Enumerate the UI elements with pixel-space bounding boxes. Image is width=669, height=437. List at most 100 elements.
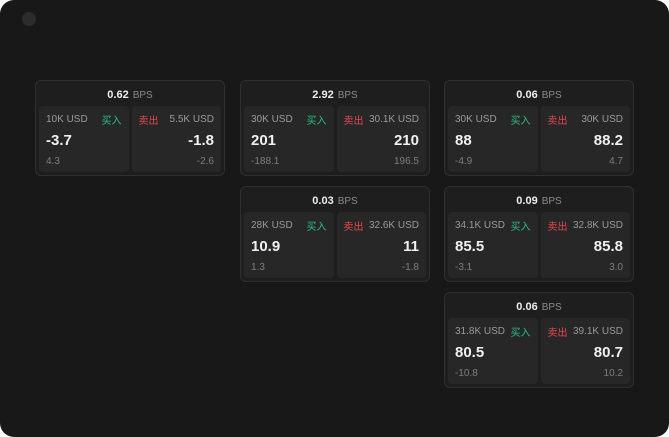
quote-panels: 28K USD 买入 10.9 1.3 卖出 32.6K USD 11 -1.8	[244, 212, 426, 278]
buy-panel: 28K USD 买入 10.9 1.3	[244, 212, 334, 278]
sell-price: 11	[403, 238, 419, 255]
sell-panel: 卖出 32.8K USD 85.8 3.0	[540, 212, 630, 278]
sell-price: 80.7	[593, 344, 623, 361]
buy-top-row: 28K USD 买入	[251, 218, 327, 233]
bps-label: BPS	[541, 196, 562, 207]
sell-price: -1.8	[188, 132, 214, 149]
spread-value: 0.06	[516, 89, 538, 101]
buy-panel: 34.1K USD 买入 85.5 -3.1	[448, 212, 538, 278]
quote-panels: 30K USD 买入 88 -4.9 卖出 30K USD 88.2 4.7	[448, 106, 630, 172]
sell-button[interactable]: 卖出	[547, 328, 568, 339]
card-header: 0.03 BPS	[244, 190, 426, 212]
sell-top-row: 卖出 5.5K USD	[139, 112, 215, 127]
sell-button[interactable]: 卖出	[547, 222, 568, 233]
sell-panel: 卖出 39.1K USD 80.7 10.2	[540, 318, 630, 384]
buy-button[interactable]: 买入	[510, 116, 531, 127]
spread-card: 0.62 BPS 10K USD 买入 -3.7 4.3 卖出 5.5K USD…	[35, 80, 225, 176]
sell-top-row: 卖出 32.6K USD	[344, 218, 420, 233]
buy-panel: 30K USD 买入 201 -188.1	[244, 106, 334, 172]
buy-change: -188.1	[251, 156, 280, 167]
sell-top-row: 卖出 30.1K USD	[344, 112, 420, 127]
quote-panels: 34.1K USD 买入 85.5 -3.1 卖出 32.8K USD 85.8…	[448, 212, 630, 278]
buy-top-row: 31.8K USD 买入	[455, 324, 531, 339]
buy-size-label: 10K USD	[46, 114, 88, 125]
sell-change: -2.6	[196, 156, 214, 167]
sell-change: 10.2	[603, 368, 623, 379]
sell-panel: 卖出 30.1K USD 210 196.5	[336, 106, 426, 172]
sell-button[interactable]: 卖出	[138, 116, 159, 127]
sell-button[interactable]: 卖出	[343, 116, 364, 127]
sell-button[interactable]: 卖出	[547, 116, 568, 127]
buy-button[interactable]: 买入	[510, 328, 531, 339]
buy-button[interactable]: 买入	[510, 222, 531, 233]
buy-panel: 10K USD 买入 -3.7 4.3	[39, 106, 129, 172]
buy-panel: 30K USD 买入 88 -4.9	[448, 106, 538, 172]
spread-value: 0.03	[312, 195, 334, 207]
spread-card: 0.06 BPS 31.8K USD 买入 80.5 -10.8 卖出 39.1…	[444, 292, 634, 388]
sell-price: 210	[393, 132, 419, 149]
buy-top-row: 30K USD 买入	[251, 112, 327, 127]
bps-label: BPS	[337, 196, 358, 207]
sell-panel: 卖出 5.5K USD -1.8 -2.6	[131, 106, 221, 172]
spread-card: 2.92 BPS 30K USD 买入 201 -188.1 卖出 30.1K …	[240, 80, 430, 176]
buy-change: 4.3	[46, 156, 60, 167]
buy-price: -3.7	[46, 132, 72, 149]
buy-size-label: 28K USD	[251, 220, 293, 231]
buy-button[interactable]: 买入	[306, 222, 327, 233]
buy-size-label: 30K USD	[455, 114, 497, 125]
sell-size-label: 30K USD	[581, 114, 623, 125]
buy-button[interactable]: 买入	[101, 116, 122, 127]
card-header: 0.06 BPS	[448, 296, 630, 318]
quote-panels: 10K USD 买入 -3.7 4.3 卖出 5.5K USD -1.8 -2.…	[39, 106, 221, 172]
spread-value: 2.92	[312, 89, 334, 101]
card-header: 2.92 BPS	[244, 84, 426, 106]
buy-top-row: 34.1K USD 买入	[455, 218, 531, 233]
buy-price: 88	[455, 132, 472, 149]
sell-top-row: 卖出 39.1K USD	[548, 324, 624, 339]
buy-change: -10.8	[455, 368, 478, 379]
buy-size-label: 34.1K USD	[455, 220, 506, 231]
buy-top-row: 30K USD 买入	[455, 112, 531, 127]
buy-price: 80.5	[455, 344, 485, 361]
spread-value: 0.09	[516, 195, 538, 207]
buy-panel: 31.8K USD 买入 80.5 -10.8	[448, 318, 538, 384]
buy-top-row: 10K USD 买入	[46, 112, 122, 127]
card-header: 0.62 BPS	[39, 84, 221, 106]
sell-size-label: 32.6K USD	[368, 220, 419, 231]
buy-price: 201	[251, 132, 277, 149]
sell-size-label: 30.1K USD	[368, 114, 419, 125]
buy-size-label: 31.8K USD	[455, 326, 506, 337]
sell-button[interactable]: 卖出	[343, 222, 364, 233]
sell-size-label: 32.8K USD	[572, 220, 623, 231]
bps-label: BPS	[132, 90, 153, 101]
buy-change: -4.9	[455, 156, 473, 167]
buy-button[interactable]: 买入	[306, 116, 327, 127]
spread-value: 0.06	[516, 301, 538, 313]
sell-top-row: 卖出 30K USD	[548, 112, 624, 127]
spread-value: 0.62	[107, 89, 129, 101]
sell-change: -1.8	[401, 262, 419, 273]
buy-price: 10.9	[251, 238, 281, 255]
sell-change: 196.5	[393, 156, 419, 167]
buy-size-label: 30K USD	[251, 114, 293, 125]
sell-panel: 卖出 32.6K USD 11 -1.8	[336, 212, 426, 278]
buy-change: 1.3	[251, 262, 265, 273]
spread-card: 0.03 BPS 28K USD 买入 10.9 1.3 卖出 32.6K US…	[240, 186, 430, 282]
spread-card: 0.09 BPS 34.1K USD 买入 85.5 -3.1 卖出 32.8K…	[444, 186, 634, 282]
sell-top-row: 卖出 32.8K USD	[548, 218, 624, 233]
sell-change: 3.0	[609, 262, 623, 273]
sell-size-label: 5.5K USD	[169, 114, 214, 125]
sell-price: 85.8	[593, 238, 623, 255]
card-header: 0.09 BPS	[448, 190, 630, 212]
sell-change: 4.7	[609, 156, 623, 167]
sell-size-label: 39.1K USD	[572, 326, 623, 337]
bps-label: BPS	[541, 302, 562, 313]
status-dot	[22, 12, 36, 26]
bps-label: BPS	[541, 90, 562, 101]
buy-price: 85.5	[455, 238, 485, 255]
quote-panels: 31.8K USD 买入 80.5 -10.8 卖出 39.1K USD 80.…	[448, 318, 630, 384]
bps-label: BPS	[337, 90, 358, 101]
sell-panel: 卖出 30K USD 88.2 4.7	[540, 106, 630, 172]
card-header: 0.06 BPS	[448, 84, 630, 106]
